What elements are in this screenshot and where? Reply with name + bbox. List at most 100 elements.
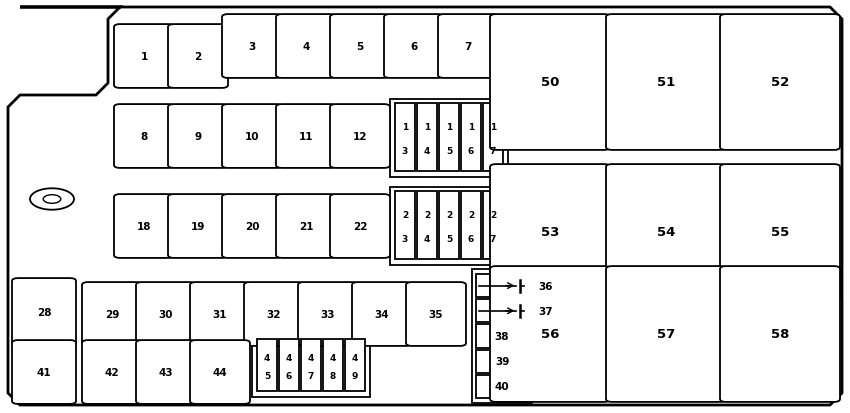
- Text: 31: 31: [212, 309, 227, 319]
- FancyBboxPatch shape: [82, 340, 142, 404]
- FancyBboxPatch shape: [720, 165, 840, 300]
- Bar: [279, 339, 299, 391]
- Bar: [439, 104, 459, 171]
- Text: 2: 2: [195, 52, 201, 62]
- FancyBboxPatch shape: [330, 195, 390, 258]
- FancyBboxPatch shape: [352, 282, 412, 346]
- Text: 5: 5: [446, 235, 452, 244]
- Text: 44: 44: [212, 367, 228, 377]
- Text: 4: 4: [352, 353, 358, 362]
- FancyBboxPatch shape: [114, 105, 174, 169]
- FancyBboxPatch shape: [276, 105, 336, 169]
- Text: 12: 12: [353, 132, 367, 142]
- Bar: [472, 269, 532, 403]
- Text: 2: 2: [402, 211, 408, 220]
- Text: 54: 54: [657, 226, 675, 239]
- FancyBboxPatch shape: [114, 195, 174, 258]
- Text: 34: 34: [375, 309, 389, 319]
- FancyBboxPatch shape: [276, 15, 336, 79]
- Text: 38: 38: [495, 331, 509, 341]
- Text: 8: 8: [330, 371, 336, 380]
- FancyBboxPatch shape: [384, 15, 444, 79]
- FancyBboxPatch shape: [406, 282, 466, 346]
- Bar: [476, 274, 528, 297]
- Text: 2: 2: [446, 211, 452, 220]
- Text: 3: 3: [402, 235, 408, 244]
- FancyBboxPatch shape: [606, 15, 726, 151]
- FancyBboxPatch shape: [12, 340, 76, 404]
- Text: 2: 2: [424, 211, 430, 220]
- Text: 6: 6: [468, 147, 474, 156]
- Text: 30: 30: [159, 309, 173, 319]
- Bar: [301, 339, 321, 391]
- Text: 39: 39: [495, 356, 509, 366]
- Text: 21: 21: [298, 221, 314, 231]
- FancyBboxPatch shape: [330, 105, 390, 169]
- Text: 19: 19: [190, 221, 205, 231]
- Text: 22: 22: [353, 221, 367, 231]
- Bar: [390, 188, 508, 266]
- Bar: [476, 350, 528, 373]
- Text: 6: 6: [468, 235, 474, 244]
- Text: 7: 7: [464, 42, 472, 52]
- FancyBboxPatch shape: [12, 278, 76, 346]
- Text: 29: 29: [105, 309, 119, 319]
- FancyBboxPatch shape: [168, 195, 228, 258]
- Text: 43: 43: [159, 367, 173, 377]
- Bar: [345, 339, 365, 391]
- FancyBboxPatch shape: [720, 15, 840, 151]
- Text: 1: 1: [446, 123, 452, 132]
- Text: 28: 28: [37, 307, 51, 317]
- Bar: [483, 192, 503, 259]
- Bar: [390, 100, 508, 178]
- FancyBboxPatch shape: [222, 15, 282, 79]
- Text: 9: 9: [195, 132, 201, 142]
- FancyBboxPatch shape: [490, 165, 610, 300]
- Text: 2: 2: [468, 211, 474, 220]
- Text: 4: 4: [264, 353, 270, 362]
- Text: 18: 18: [137, 221, 151, 231]
- FancyBboxPatch shape: [606, 165, 726, 300]
- Text: 4: 4: [330, 353, 337, 362]
- Text: 4: 4: [308, 353, 314, 362]
- Text: 2: 2: [490, 211, 496, 220]
- FancyBboxPatch shape: [298, 282, 358, 346]
- Text: 10: 10: [245, 132, 259, 142]
- Text: 6: 6: [411, 42, 417, 52]
- Bar: [323, 339, 343, 391]
- Text: 11: 11: [298, 132, 314, 142]
- Text: 36: 36: [539, 281, 553, 291]
- Text: 3: 3: [248, 42, 256, 52]
- Text: 20: 20: [245, 221, 259, 231]
- FancyBboxPatch shape: [222, 105, 282, 169]
- Bar: [461, 192, 481, 259]
- FancyBboxPatch shape: [136, 340, 196, 404]
- Bar: [395, 104, 415, 171]
- Circle shape: [43, 195, 61, 204]
- PathPatch shape: [8, 8, 842, 405]
- Text: 3: 3: [402, 147, 408, 156]
- Text: 51: 51: [657, 76, 675, 89]
- Bar: [257, 339, 277, 391]
- Text: 4: 4: [303, 42, 309, 52]
- Bar: [252, 335, 370, 397]
- Text: 33: 33: [320, 309, 335, 319]
- FancyBboxPatch shape: [190, 282, 250, 346]
- Bar: [417, 192, 437, 259]
- Text: 32: 32: [267, 309, 281, 319]
- FancyBboxPatch shape: [606, 266, 726, 402]
- Bar: [395, 192, 415, 259]
- Text: 41: 41: [37, 367, 51, 377]
- FancyBboxPatch shape: [190, 340, 250, 404]
- Text: 8: 8: [140, 132, 148, 142]
- Text: 1: 1: [402, 123, 408, 132]
- Text: 4: 4: [286, 353, 292, 362]
- FancyBboxPatch shape: [168, 105, 228, 169]
- Text: 53: 53: [541, 226, 559, 239]
- Text: 6: 6: [286, 371, 292, 380]
- Text: 58: 58: [771, 328, 789, 341]
- Bar: [476, 325, 528, 348]
- FancyBboxPatch shape: [330, 15, 390, 79]
- Text: 7: 7: [490, 235, 496, 244]
- Text: 50: 50: [541, 76, 559, 89]
